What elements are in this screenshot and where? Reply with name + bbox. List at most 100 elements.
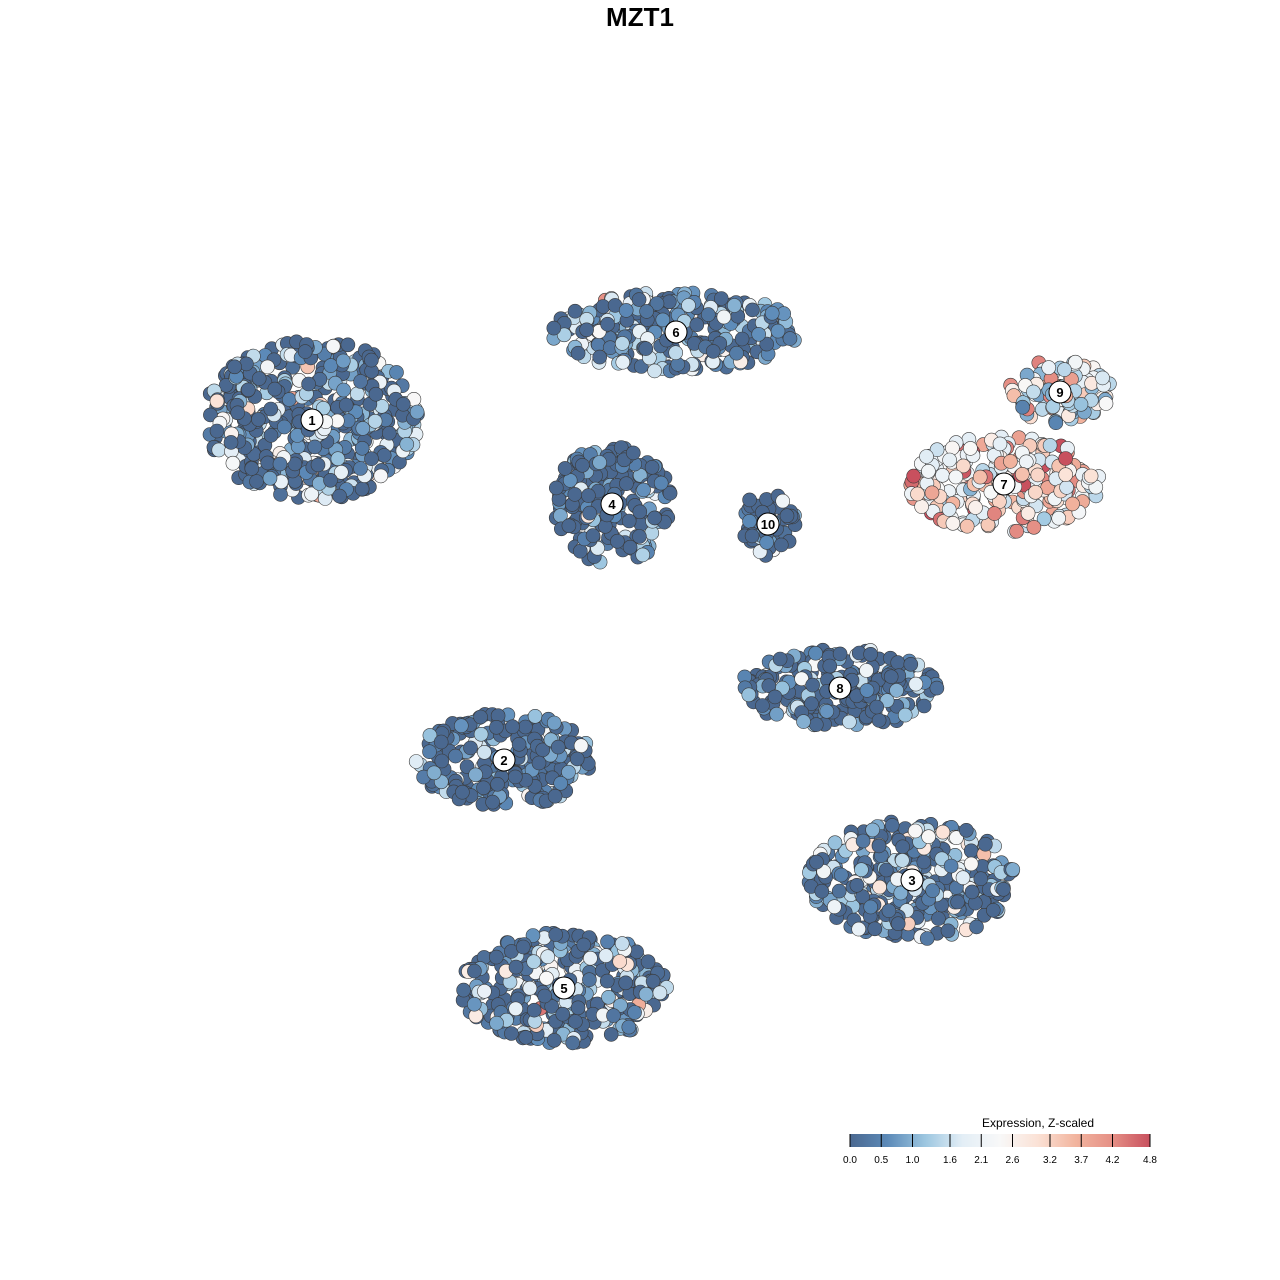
cluster-label-text: 2 [500,753,507,768]
cell-point [897,707,913,723]
cell-point [511,736,527,752]
cell-point [996,881,1011,897]
cell-point [230,405,245,421]
cell-point [585,528,601,543]
cell-point [576,937,592,953]
cell-point [742,492,757,508]
cell-point [819,703,835,719]
cell-point [935,467,950,483]
cell-point [408,754,424,769]
cell-point [1058,467,1073,483]
color-legend: Expression, Z-scaled 0.0 0.5 1.0 1.6 2.1 2.6 3… [843,1116,1157,1166]
cell-point [619,476,634,492]
cell-point [301,376,316,392]
cell-point [955,458,971,474]
chart-title: MZT1 [606,2,674,32]
cell-point [903,656,919,672]
cell-point [632,504,648,520]
cell-point [842,714,857,730]
cell-point [618,975,634,991]
cell-point [476,780,491,796]
cell-point [863,646,878,662]
cell-point [267,381,283,397]
cell-point [681,298,696,313]
cell-point [878,862,894,878]
cluster-label-badge [900,868,924,892]
cell-point [603,1027,619,1042]
cell-point [764,305,780,321]
cell-point [485,794,500,810]
cell-point [599,973,615,989]
cell-point [546,715,562,731]
cell-point [893,885,909,901]
cell-point [338,397,354,413]
legend-tick-label: 2.1 [974,1155,988,1166]
cell-point [863,899,879,915]
cell-point [636,482,651,498]
cell-point [854,862,869,878]
cell-point [958,822,974,838]
cluster-label-badge [828,676,852,700]
cell-point [914,499,929,514]
cell-point [1095,370,1110,386]
cell-point [638,986,654,1002]
cell-point [409,404,425,420]
cell-point [227,359,242,375]
cell-point [1065,496,1080,512]
cell-point [950,894,965,910]
cell-point [916,854,932,870]
cell-point [592,455,607,470]
cell-point [581,488,596,503]
cell-point [522,980,538,996]
cell-point [929,442,945,458]
cell-point [987,506,1002,521]
cell-point [615,354,631,370]
cell-point [1041,360,1056,375]
cell-point [959,518,975,534]
cell-point [644,459,660,475]
cell-point [705,344,721,359]
cell-point [668,345,684,361]
cell-point [598,948,614,963]
cell-point [561,518,577,534]
legend-tick-label: 3.2 [1043,1155,1057,1166]
cell-point [466,996,482,1012]
cell-point [770,323,786,339]
cell-point [548,480,564,496]
cell-point [561,764,576,780]
cell-point [473,726,489,742]
cluster-label-text: 4 [608,497,616,512]
cluster-label-7: 7 [992,472,1016,496]
cell-point [614,936,630,951]
cell-point [713,291,729,306]
cell-point [241,382,256,398]
cell-point [742,513,757,529]
cell-point [700,307,716,322]
cell-point [865,822,880,838]
cell-point [767,689,783,705]
cell-point [539,970,554,986]
cell-point [276,419,292,435]
cell-point [557,461,573,476]
cluster-label-3: 3 [900,868,924,892]
cell-point [745,302,760,318]
cluster-label-text: 5 [560,981,567,996]
cell-point [434,753,450,769]
cell-point [600,934,615,950]
cell-point [567,487,583,502]
cell-point [618,303,634,318]
cell-point [323,472,338,488]
cell-point [364,451,379,467]
cell-point [389,365,404,380]
cluster-label-6: 6 [664,320,688,344]
cell-point [859,663,874,678]
cell-point [488,949,504,965]
cell-point [890,655,906,670]
cell-point [910,486,925,502]
cluster-label-1: 1 [300,408,324,432]
cell-point [622,539,638,555]
cell-point [555,1006,571,1022]
cell-point [354,481,370,497]
cell-point [304,486,319,502]
cell-point [859,683,875,698]
